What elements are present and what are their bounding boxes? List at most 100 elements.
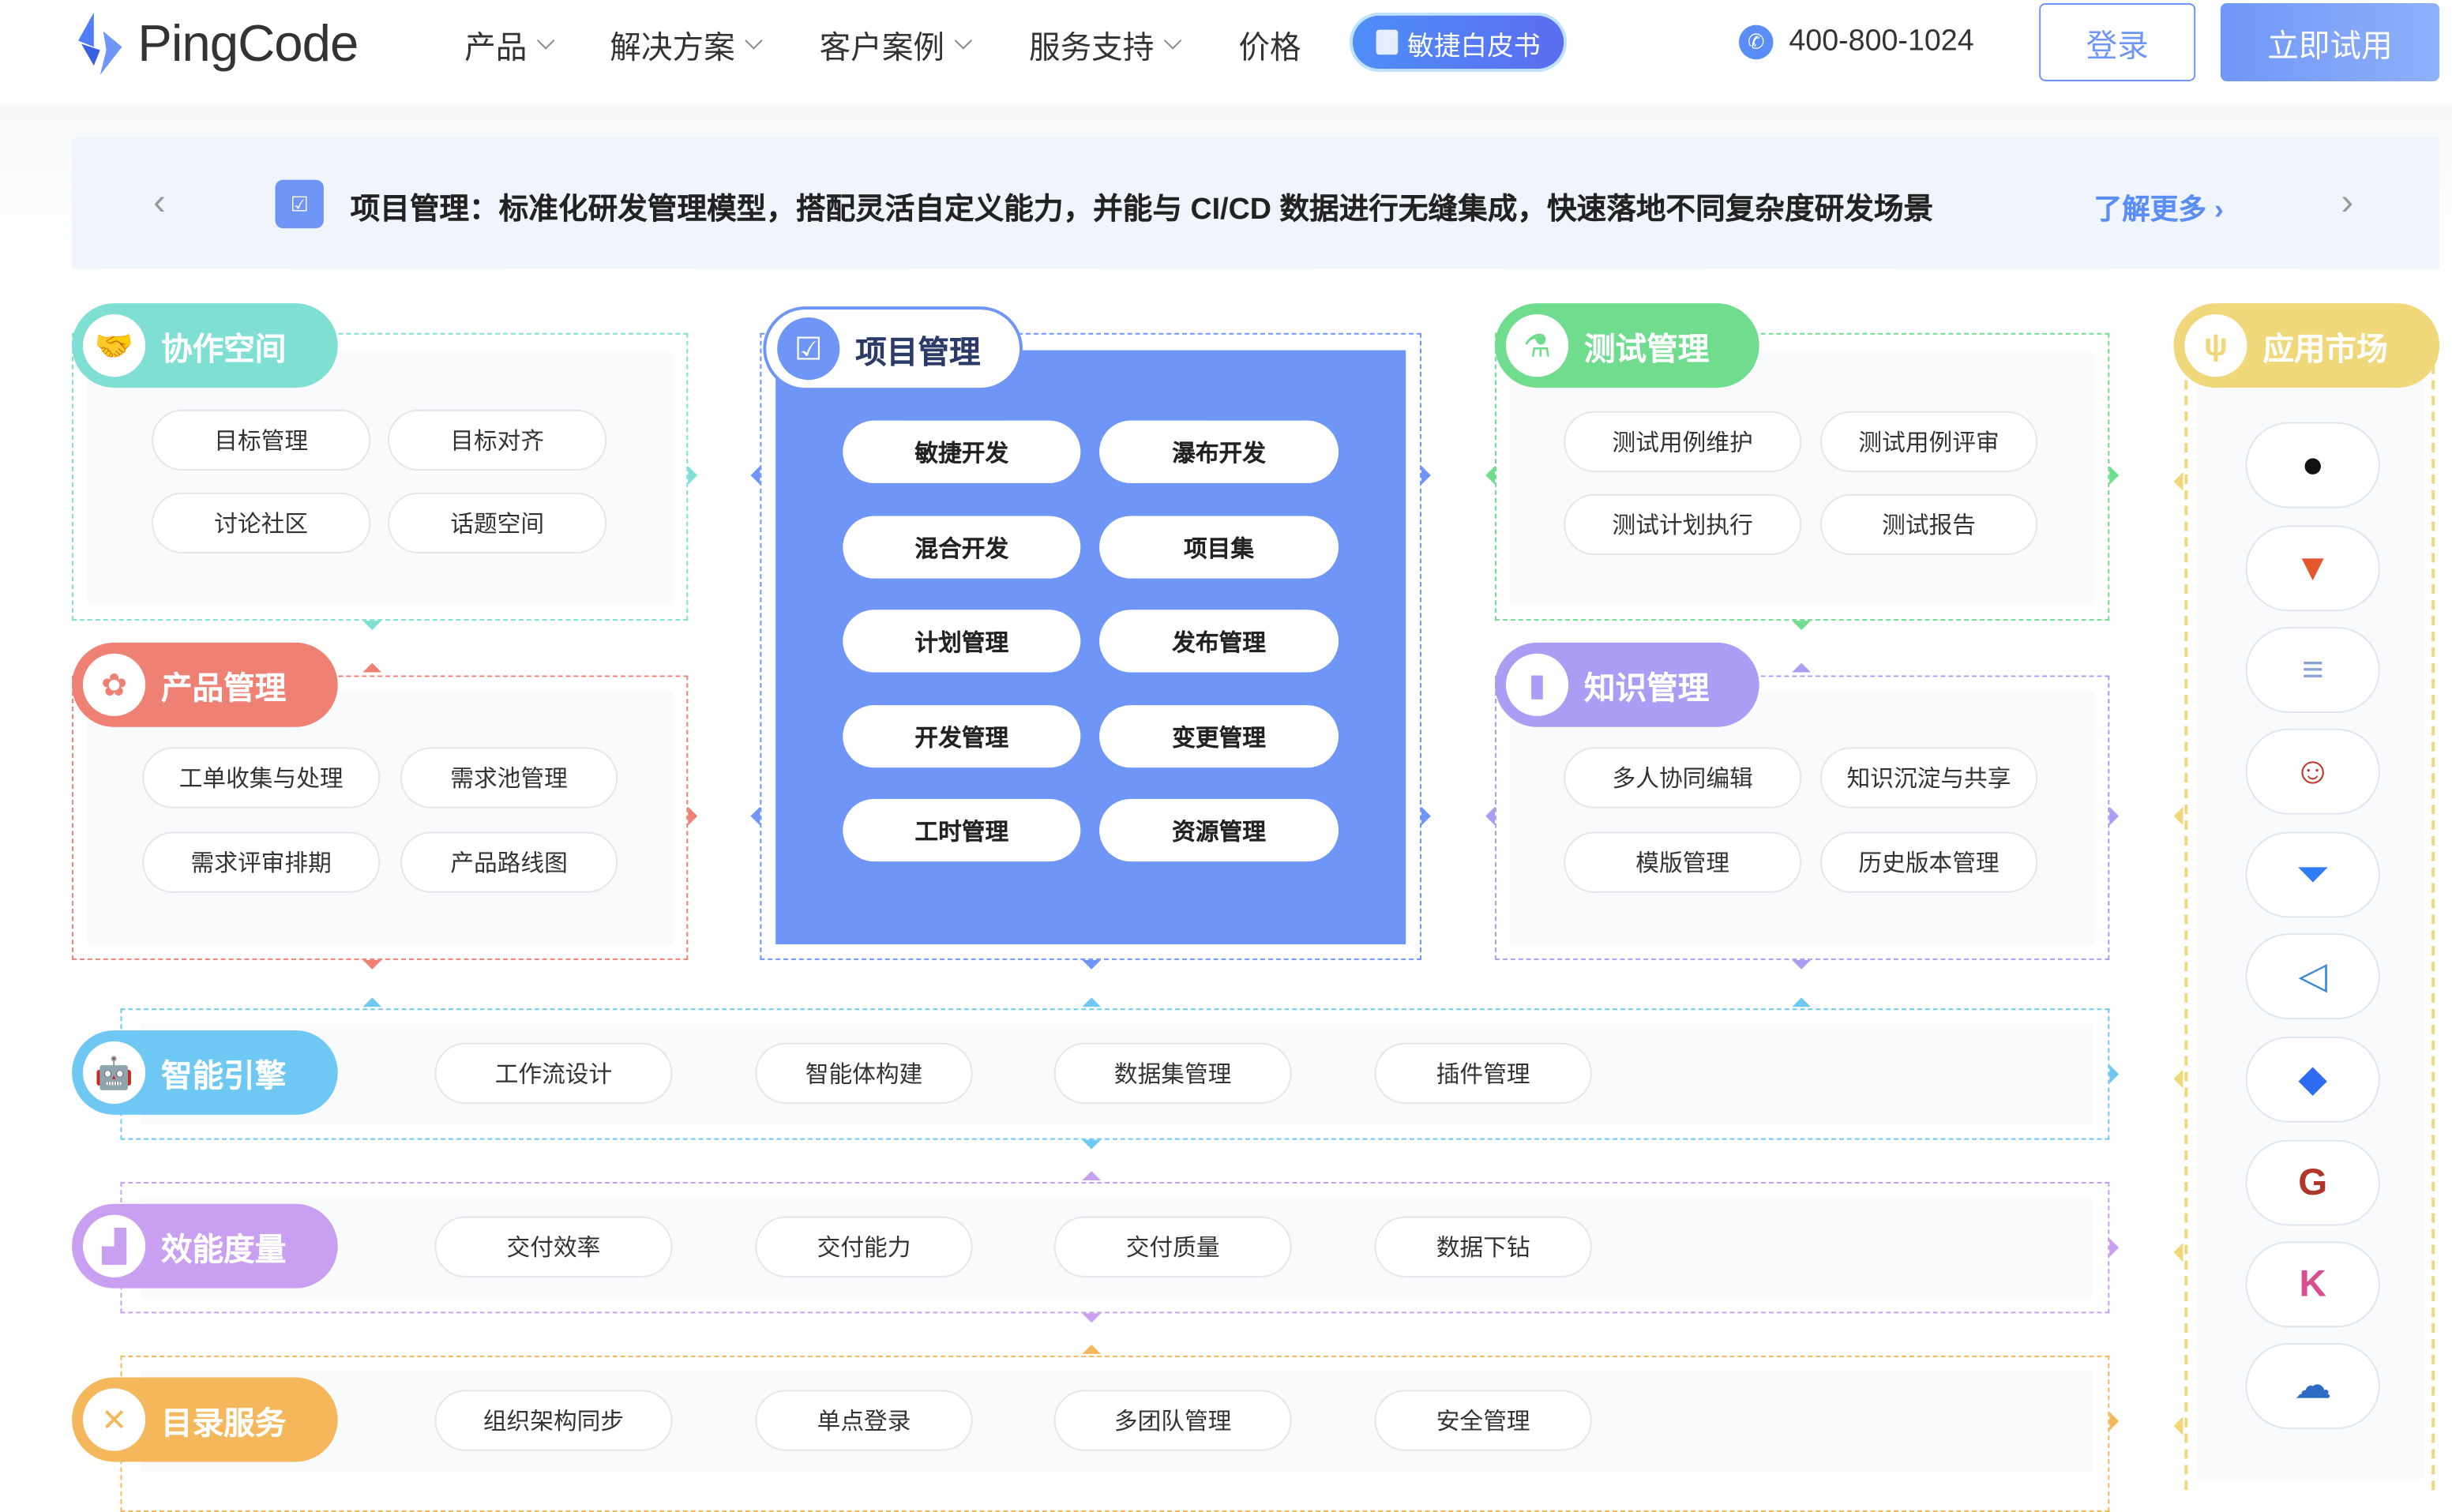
connector-arrow-icon (1792, 662, 1812, 673)
learn-more-link[interactable]: 了解更多 › (2093, 193, 2224, 226)
knowledge-item[interactable]: 模版管理 (1564, 831, 1802, 893)
connector-arrow-icon (1485, 466, 1496, 485)
metrics-module-header[interactable]: ▟ 效能度量 (72, 1203, 338, 1289)
knowledge-module-frame (1495, 675, 2110, 960)
connector-arrow-icon (362, 662, 382, 673)
directory-item[interactable]: 多团队管理 (1053, 1390, 1292, 1451)
connector-arrow-icon (2173, 1069, 2184, 1089)
testing-item[interactable]: 测试用例评审 (1819, 411, 2038, 473)
project-item[interactable]: 瀑布开发 (1099, 420, 1339, 483)
directory-item[interactable]: 单点登录 (755, 1390, 973, 1451)
knowledge-module-body (1510, 691, 2094, 945)
flask-icon: ⚗ (1505, 314, 1569, 377)
collab-item[interactable]: 目标管理 (152, 409, 371, 471)
app-gerrit[interactable]: G (2245, 1139, 2380, 1226)
product-item[interactable]: 需求池管理 (400, 747, 618, 809)
logo[interactable]: PingCode (72, 9, 359, 78)
collab-module-frame (72, 332, 689, 621)
app-vscode[interactable]: ◁ (2245, 933, 2380, 1020)
connector-arrow-icon (750, 466, 760, 485)
app-jira[interactable]: ◆ (2245, 1036, 2380, 1123)
project-module-header[interactable]: ☑ 项目管理 (763, 306, 1023, 392)
knowledge-item[interactable]: 历史版本管理 (1819, 831, 2038, 893)
project-item[interactable]: 发布管理 (1099, 610, 1339, 673)
nav-item[interactable]: 服务支持 (1029, 22, 1182, 67)
knowledge-module-header[interactable]: ▮ 知识管理 (1495, 642, 1759, 727)
connector-arrow-icon (2109, 466, 2120, 485)
ai-item[interactable]: 工作流设计 (434, 1042, 673, 1105)
app-github[interactable]: ● (2245, 422, 2380, 508)
market-module-header[interactable]: ψ 应用市场 (2173, 303, 2440, 388)
knowledge-item[interactable]: 多人协同编辑 (1564, 747, 1802, 809)
market-module-frame (2184, 332, 2435, 1491)
project-item[interactable]: 混合开发 (843, 516, 1081, 579)
knowledge-item[interactable]: 知识沉淀与共享 (1819, 747, 2038, 809)
collab-item[interactable]: 话题空间 (388, 492, 607, 553)
connector-arrow-icon (1485, 806, 1496, 826)
metrics-module-title: 效能度量 (160, 1232, 287, 1267)
project-item[interactable]: 敏捷开发 (843, 420, 1081, 483)
project-item[interactable]: 开发管理 (843, 705, 1081, 768)
app-bitbucket[interactable]: ⏷ (2245, 831, 2380, 918)
free-trial-button[interactable]: 立即试用 (2220, 2, 2440, 81)
plug-icon: ψ (2184, 314, 2247, 377)
testing-module-header[interactable]: ⚗ 测试管理 (1495, 303, 1759, 388)
testing-item[interactable]: 测试用例维护 (1564, 411, 1802, 473)
connector-arrow-icon (2173, 806, 2184, 826)
testing-item[interactable]: 测试报告 (1819, 493, 2038, 555)
connector-arrow-icon (1082, 959, 1102, 970)
connector-arrow-icon (1792, 959, 1812, 970)
product-module-body (87, 691, 673, 945)
metrics-item[interactable]: 数据下钻 (1374, 1216, 1592, 1278)
app-jenkins[interactable]: ☺ (2245, 728, 2380, 815)
project-module-frame (760, 332, 1422, 960)
nav-item[interactable]: 价格 (1238, 22, 1301, 67)
product-item[interactable]: 工单收集与处理 (142, 747, 381, 809)
nav-item[interactable]: 解决方案 (610, 22, 763, 67)
project-item[interactable]: 工时管理 (843, 798, 1081, 862)
project-item[interactable]: 项目集 (1099, 516, 1339, 579)
metrics-item[interactable]: 交付效率 (434, 1216, 673, 1278)
nav-item[interactable]: 产品 (464, 22, 555, 67)
chevron-left-icon[interactable]: ‹ (153, 181, 166, 224)
chevron-down-icon (1163, 32, 1182, 50)
metrics-item[interactable]: 交付质量 (1053, 1216, 1292, 1278)
testing-item[interactable]: 测试计划执行 (1564, 493, 1802, 555)
nav-item[interactable]: 客户案例 (820, 22, 973, 67)
phone-contact[interactable]: ✆ 400-800-1024 (1738, 24, 1974, 60)
app-gitlab[interactable]: ▼ (2245, 525, 2380, 612)
checklist-icon: ☑ (777, 317, 840, 381)
tools-icon: ✕ (82, 1388, 146, 1451)
app-cloud[interactable]: ☁ (2245, 1342, 2380, 1429)
product-item[interactable]: 需求评审排期 (142, 831, 381, 893)
project-item[interactable]: 资源管理 (1099, 798, 1339, 862)
ai-item[interactable]: 智能体构建 (755, 1042, 973, 1105)
ai-item[interactable]: 插件管理 (1374, 1042, 1592, 1105)
chevron-right-icon[interactable]: › (2341, 181, 2354, 224)
metrics-item[interactable]: 交付能力 (755, 1216, 973, 1278)
login-button[interactable]: 登录 (2039, 2, 2196, 81)
project-item[interactable]: 计划管理 (843, 610, 1081, 673)
directory-item[interactable]: 安全管理 (1374, 1390, 1592, 1451)
collab-module-title: 协作空间 (160, 332, 287, 367)
ai-item[interactable]: 数据集管理 (1053, 1042, 1292, 1105)
book-icon (1376, 29, 1399, 55)
logo-text: PingCode (137, 13, 359, 73)
product-item[interactable]: 产品路线图 (400, 831, 618, 893)
project-item[interactable]: 变更管理 (1099, 705, 1339, 768)
directory-item[interactable]: 组织架构同步 (434, 1390, 673, 1451)
collab-item[interactable]: 讨论社区 (152, 492, 371, 553)
directory-module-header[interactable]: ✕ 目录服务 (72, 1377, 338, 1462)
ai-module-header[interactable]: 🤖 智能引擎 (72, 1030, 338, 1115)
ai-module-title: 智能引擎 (160, 1059, 287, 1094)
collab-item[interactable]: 目标对齐 (388, 409, 607, 471)
connector-arrow-icon (1082, 1344, 1102, 1354)
banner-text: 项目管理：标准化研发管理模型，搭配灵活自定义能力，并能与 CI/CD 数据进行无… (350, 193, 1934, 227)
app-kibana[interactable]: K (2245, 1241, 2380, 1328)
product-module-header[interactable]: ✿ 产品管理 (72, 642, 338, 727)
app-subversion[interactable]: ≡ (2245, 627, 2380, 713)
collab-module-header[interactable]: 🤝 协作空间 (72, 303, 338, 388)
connector-arrow-icon (2109, 1412, 2120, 1431)
grid-flower-icon: ✿ (82, 653, 146, 716)
whitepaper-button[interactable]: 敏捷白皮书 (1352, 15, 1564, 69)
